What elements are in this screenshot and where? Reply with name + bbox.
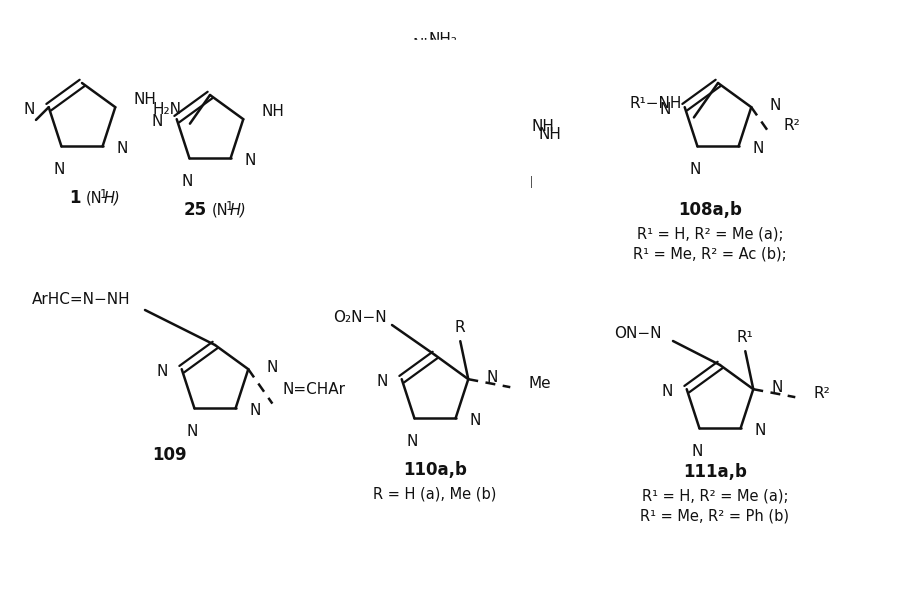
Text: ·H₂O: ·H₂O	[368, 147, 402, 163]
Text: N: N	[266, 360, 278, 375]
Text: 1: 1	[226, 200, 233, 212]
Text: 111a,b: 111a,b	[683, 463, 747, 481]
Text: N: N	[467, 108, 479, 122]
Text: R¹ = Me, R² = Ac (b);: R¹ = Me, R² = Ac (b);	[634, 247, 787, 261]
Text: R¹ = Me, R² = Ph (b): R¹ = Me, R² = Ph (b)	[641, 509, 789, 523]
Text: R: R	[455, 319, 465, 335]
Text: ·H₂O: ·H₂O	[368, 154, 402, 170]
Text: N: N	[754, 423, 766, 438]
Text: 107: 107	[413, 201, 447, 219]
Text: NH: NH	[133, 92, 157, 106]
Text: N: N	[405, 70, 417, 86]
Text: H₂N: H₂N	[153, 102, 182, 117]
Text: (N: (N	[86, 190, 103, 206]
Text: N: N	[515, 168, 526, 183]
Text: N: N	[771, 379, 783, 395]
Text: H₂N: H₂N	[302, 51, 330, 67]
Text: NH: NH	[531, 119, 554, 133]
Text: ON−N: ON−N	[614, 326, 662, 340]
Text: N: N	[249, 403, 261, 418]
Text: N: N	[459, 197, 470, 212]
Text: N: N	[157, 364, 167, 379]
Text: N: N	[451, 100, 463, 114]
Text: N: N	[428, 136, 440, 152]
Text: R¹: R¹	[737, 330, 753, 345]
Text: N: N	[117, 141, 128, 156]
Text: R = H (a), Me (b): R = H (a), Me (b)	[374, 487, 497, 501]
Text: HN: HN	[302, 138, 324, 152]
Text: 25: 25	[184, 201, 207, 219]
Text: N: N	[486, 370, 498, 385]
Text: N: N	[692, 444, 703, 460]
Text: R²: R²	[783, 118, 800, 133]
Text: 107: 107	[420, 201, 455, 219]
Text: 108a,b: 108a,b	[678, 201, 742, 219]
Text: H): H)	[104, 190, 121, 206]
Text: N: N	[452, 189, 464, 204]
Text: N: N	[376, 374, 388, 389]
Text: R¹ = H, R² = Me (a);: R¹ = H, R² = Me (a);	[642, 488, 788, 504]
Text: R¹ = H, R² = Me (a);: R¹ = H, R² = Me (a);	[637, 226, 783, 242]
Text: N: N	[23, 102, 35, 117]
Text: N: N	[522, 176, 533, 191]
Text: NH₂: NH₂	[412, 37, 441, 53]
Text: NH: NH	[261, 103, 284, 119]
Text: 110a,b: 110a,b	[403, 461, 467, 479]
Text: N: N	[245, 153, 256, 168]
Text: N: N	[407, 435, 418, 449]
Text: (N: (N	[212, 203, 229, 217]
Text: HN: HN	[289, 135, 311, 151]
Text: N: N	[151, 114, 163, 129]
Text: N: N	[182, 174, 194, 189]
Text: H): H)	[230, 203, 247, 217]
Text: O₂N−N: O₂N−N	[333, 310, 387, 324]
Bar	[290, 40, 530, 240]
Text: N: N	[770, 98, 780, 113]
Text: N: N	[470, 413, 481, 428]
Text: NH₂: NH₂	[429, 31, 458, 47]
Text: N: N	[421, 129, 433, 144]
Text: R¹−NH: R¹−NH	[629, 96, 682, 111]
Text: ArHC=N−NH: ArHC=N−NH	[32, 291, 130, 307]
Text: N: N	[390, 108, 401, 122]
Text: NH: NH	[538, 127, 562, 142]
Text: 1: 1	[69, 189, 81, 207]
Text: N=CHAr: N=CHAr	[283, 382, 346, 397]
Text: 109: 109	[153, 446, 187, 464]
Text: 1: 1	[100, 187, 107, 201]
Text: R²: R²	[814, 386, 830, 401]
Text: N: N	[662, 384, 672, 398]
Text: N: N	[398, 72, 410, 86]
Text: N: N	[54, 162, 65, 177]
Text: N: N	[752, 141, 764, 156]
Text: N: N	[660, 102, 670, 117]
Text: Me: Me	[528, 376, 551, 390]
Text: N: N	[689, 162, 701, 177]
Text: N: N	[186, 424, 198, 439]
Text: H₂N: H₂N	[307, 50, 336, 64]
